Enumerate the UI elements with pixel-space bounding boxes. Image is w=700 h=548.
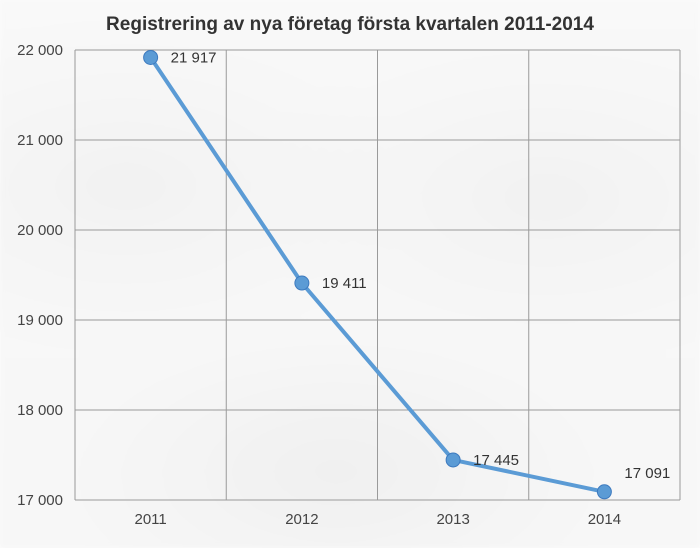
- y-tick-label: 20 000: [17, 222, 63, 239]
- data-label: 21 917: [171, 49, 217, 66]
- y-tick-label: 18 000: [17, 402, 63, 419]
- x-tick-label: 2012: [285, 511, 318, 528]
- data-marker: [597, 485, 611, 499]
- data-marker: [295, 276, 309, 290]
- y-tick-label: 17 000: [17, 492, 63, 509]
- x-tick-label: 2013: [436, 511, 469, 528]
- data-label: 17 091: [624, 465, 670, 482]
- x-tick-label: 2011: [134, 511, 166, 528]
- y-tick-label: 22 000: [17, 42, 63, 59]
- y-tick-label: 21 000: [17, 132, 63, 149]
- data-marker: [144, 50, 158, 64]
- data-marker: [446, 453, 460, 467]
- x-tick-label: 2014: [588, 511, 621, 528]
- data-label: 19 411: [322, 275, 367, 292]
- line-chart: 17 000 18 000 19 000 20 000 21 000 22 000 2011…: [0, 0, 700, 548]
- data-label: 17 445: [473, 452, 519, 469]
- y-tick-label: 19 000: [17, 312, 63, 329]
